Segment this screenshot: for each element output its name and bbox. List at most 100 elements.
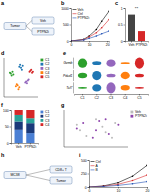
tick: 1000 <box>61 7 71 11</box>
point <box>146 165 147 167</box>
tick-label: 500 <box>81 159 87 163</box>
point <box>30 69 32 71</box>
point <box>20 67 22 69</box>
bar-segment <box>26 110 34 118</box>
panel: 0102005001000VehCtrlPTPN2ib <box>61 0 110 47</box>
tick: 0 <box>85 186 89 190</box>
panel-label: e <box>63 50 66 56</box>
axis: 0 50 100 <box>3 109 11 146</box>
tick-mark <box>88 160 90 161</box>
tick-mark <box>88 187 90 188</box>
box-label: Tumor <box>10 24 21 28</box>
axis-line <box>4 58 5 97</box>
legend-label: PTPN2i <box>78 16 90 20</box>
legend-swatch <box>41 115 44 118</box>
point <box>114 122 116 124</box>
tick: 250 <box>81 172 89 176</box>
axis-line <box>124 9 126 42</box>
tick-label: C5 <box>137 96 141 100</box>
axis: 05001000 <box>61 7 71 44</box>
point <box>108 133 110 135</box>
plot-area <box>128 15 145 41</box>
point <box>132 180 134 182</box>
legend-swatch <box>41 123 44 126</box>
violin <box>92 84 101 91</box>
violin <box>106 74 115 78</box>
point <box>111 137 113 139</box>
box-label: CD8+ T <box>55 168 67 172</box>
point <box>18 86 20 88</box>
point <box>117 182 119 184</box>
panel-label: a <box>1 0 5 6</box>
tick-mark <box>70 25 72 26</box>
tick: Veh <box>16 143 22 149</box>
panel-label: c <box>115 0 118 6</box>
row-label: Gzmb <box>63 61 72 65</box>
point <box>101 33 103 35</box>
panel: VehPTPN2ig <box>61 102 147 147</box>
point <box>108 30 109 32</box>
tick: 10 <box>117 187 121 193</box>
tick-mark <box>70 8 72 9</box>
tick-label: PTPN2i <box>136 43 148 47</box>
legend-swatch <box>41 67 44 70</box>
axis-line <box>10 111 12 144</box>
violin <box>78 87 87 89</box>
axis-line <box>4 97 38 98</box>
point <box>96 29 98 31</box>
point <box>32 71 34 73</box>
axis: 01020 <box>71 41 110 47</box>
tick-label: 0 <box>85 186 87 190</box>
tick-label: 0 <box>7 142 9 146</box>
tick-label: 1 <box>121 7 123 11</box>
tick: 500 <box>81 159 89 163</box>
point <box>83 39 85 41</box>
point <box>101 27 103 29</box>
axis-line <box>64 110 65 147</box>
tick-label: 10 <box>88 43 92 47</box>
tick-label: 100 <box>3 109 9 113</box>
legend-swatch <box>41 63 44 66</box>
tick: PTPN2i <box>136 41 148 47</box>
panel-label: d <box>1 50 4 56</box>
tick-label: 20 <box>106 43 110 47</box>
tick-label: C1 <box>80 96 84 100</box>
tick: 0.5 <box>118 23 125 27</box>
legend-swatch <box>73 17 77 18</box>
legend-entry: C4 <box>41 123 50 127</box>
box-label: Tumor <box>56 179 67 183</box>
tick-label: Veh <box>16 145 22 149</box>
panel-label: b <box>61 0 65 6</box>
tick-label: 50 <box>5 125 9 129</box>
legend-label: B <box>96 168 99 172</box>
series-line <box>71 20 109 41</box>
tick: 500 <box>63 23 71 27</box>
point <box>132 175 134 177</box>
axis-line <box>64 147 128 148</box>
axis: VehPTPN2i <box>12 143 39 149</box>
point <box>117 124 119 126</box>
legend-swatch <box>73 13 77 14</box>
point <box>101 126 103 128</box>
violin <box>78 59 87 68</box>
panel: **VehPTPN2i00.51c <box>115 0 149 47</box>
point <box>105 131 107 133</box>
violin <box>92 71 101 80</box>
point <box>29 71 31 73</box>
point <box>22 65 24 67</box>
point <box>103 185 105 187</box>
point <box>85 135 87 137</box>
legend-swatch <box>73 9 77 10</box>
tick: 10 <box>88 41 92 47</box>
tick: C1 <box>80 94 84 100</box>
tick-label: C4 <box>123 96 127 100</box>
tick: 100 <box>3 109 11 113</box>
legend-swatch <box>91 169 95 170</box>
point <box>88 38 90 40</box>
tick-label: 250 <box>81 172 87 176</box>
point <box>76 128 78 130</box>
annotation: ** <box>135 6 139 11</box>
point <box>146 181 147 183</box>
violin <box>121 85 130 91</box>
box-label: MC38 <box>10 173 19 177</box>
